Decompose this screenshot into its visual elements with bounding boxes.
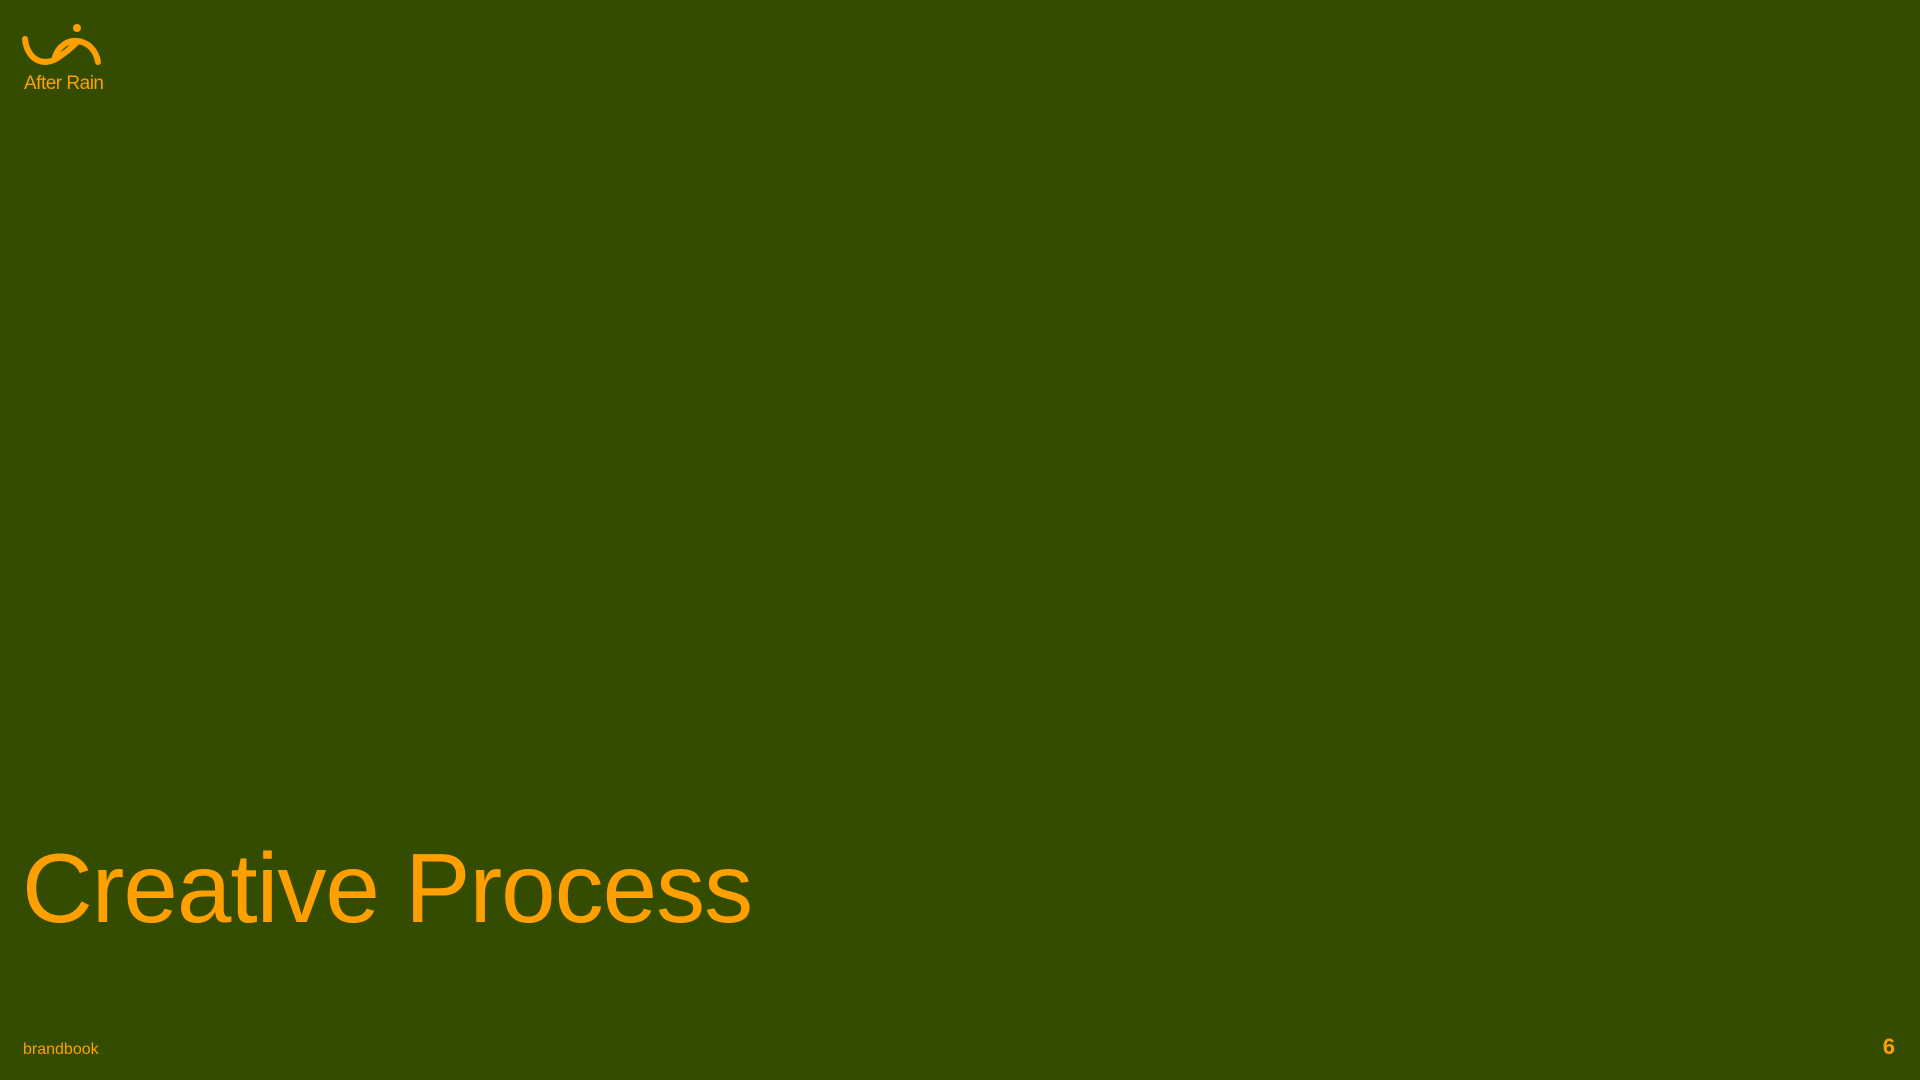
brand-logo: After Rain — [22, 22, 104, 102]
footer-label: brandbook — [23, 1041, 99, 1058]
brand-name: After Rain — [24, 73, 104, 94]
page-number: 6 — [1882, 1034, 1895, 1059]
slide-title: Creative Process — [22, 833, 753, 943]
after-rain-logo-icon — [22, 24, 101, 65]
